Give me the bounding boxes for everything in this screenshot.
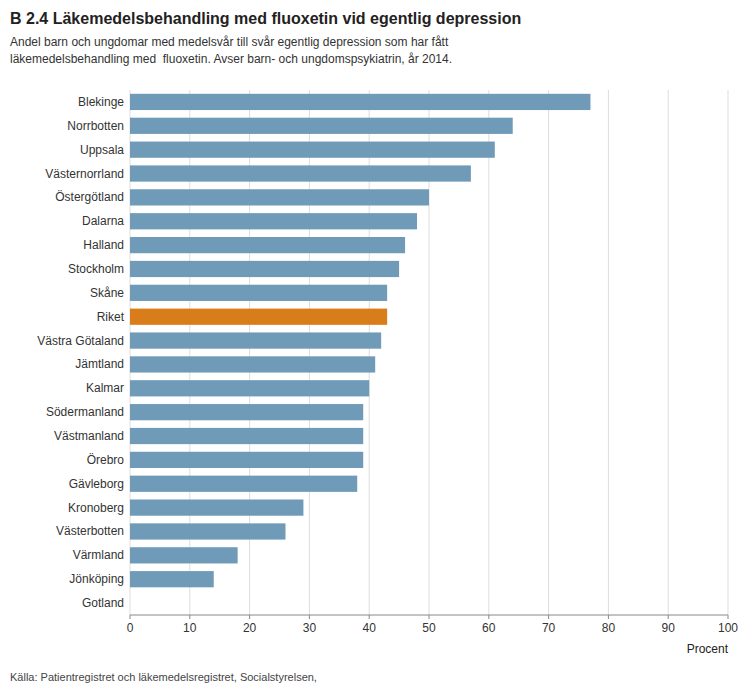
bar xyxy=(130,118,513,134)
category-label: Västmanland xyxy=(54,429,124,443)
category-label: Östergötland xyxy=(55,190,124,204)
tick-mark xyxy=(728,615,729,619)
bar xyxy=(130,261,399,277)
category-label: Jönköping xyxy=(69,572,124,586)
bar xyxy=(130,237,405,253)
tick-label: 10 xyxy=(183,621,197,635)
tick-mark xyxy=(249,615,250,619)
category-label: Kalmar xyxy=(86,381,124,395)
tick-label: 70 xyxy=(542,621,556,635)
category-label: Dalarna xyxy=(82,214,124,228)
tick-label: 90 xyxy=(662,621,676,635)
category-label: Gotland xyxy=(82,596,124,610)
category-label: Stockholm xyxy=(68,262,124,276)
category-label: Västerbotten xyxy=(56,524,124,538)
category-label: Norrbotten xyxy=(67,119,124,133)
plot-area xyxy=(130,90,728,615)
bar xyxy=(130,332,381,348)
bar xyxy=(130,309,387,325)
tick-label: 80 xyxy=(602,621,616,635)
tick-mark xyxy=(488,615,489,619)
category-label: Västra Götaland xyxy=(37,334,124,348)
bar xyxy=(130,523,285,539)
bar xyxy=(130,595,131,611)
bar xyxy=(130,404,363,420)
bar xyxy=(130,476,357,492)
tick-mark xyxy=(369,615,370,619)
tick-label: 30 xyxy=(303,621,317,635)
category-label: Blekinge xyxy=(78,95,124,109)
title: B 2.4 Läkemedelsbehandling med fluoxetin… xyxy=(10,10,521,27)
x-axis-line xyxy=(130,615,728,616)
tick-mark xyxy=(668,615,669,619)
tick-label: 0 xyxy=(127,621,134,635)
bar xyxy=(130,213,417,229)
category-label: Örebro xyxy=(87,453,125,467)
category-label: Riket xyxy=(97,310,125,324)
category-label: Jämtland xyxy=(75,357,124,371)
grid-line xyxy=(608,90,609,615)
tick-mark xyxy=(608,615,609,619)
tick-mark xyxy=(309,615,310,619)
grid-line xyxy=(668,90,669,615)
category-label: Halland xyxy=(83,238,124,252)
bar xyxy=(130,189,429,205)
tick-label: 60 xyxy=(482,621,496,635)
x-axis-label: Procent xyxy=(687,642,729,656)
source: Källa: Patientregistret och läkemedelsre… xyxy=(10,671,317,683)
category-label: Skåne xyxy=(90,286,124,300)
category-label: Kronoberg xyxy=(68,501,124,515)
bar xyxy=(130,94,590,110)
bar xyxy=(130,571,214,587)
subtitle: Andel barn och ungdomar med medelsvår ti… xyxy=(10,35,452,66)
bar xyxy=(130,428,363,444)
grid-line xyxy=(488,90,489,615)
bars xyxy=(130,94,590,588)
category-label: Uppsala xyxy=(80,143,124,157)
grid-line xyxy=(728,90,729,615)
category-label: Gävleborg xyxy=(69,477,124,491)
bar xyxy=(130,452,363,468)
category-label: Västernorrland xyxy=(45,167,124,181)
chart: B 2.4 Läkemedelsbehandling med fluoxetin… xyxy=(0,0,752,693)
bar xyxy=(130,380,369,396)
bar xyxy=(130,142,495,158)
tick-label: 50 xyxy=(422,621,436,635)
grid-line xyxy=(548,90,549,615)
bar xyxy=(130,547,238,563)
bar xyxy=(130,165,471,181)
category-label: Värmland xyxy=(73,548,124,562)
tick-label: 40 xyxy=(363,621,377,635)
bar xyxy=(130,356,375,372)
tick-mark xyxy=(548,615,549,619)
category-label: Södermanland xyxy=(46,405,124,419)
bar xyxy=(130,285,387,301)
tick-mark xyxy=(130,615,131,619)
tick-label: 20 xyxy=(243,621,257,635)
tick-label: 100 xyxy=(718,621,738,635)
grid xyxy=(130,90,728,615)
tick-mark xyxy=(429,615,430,619)
bar xyxy=(130,500,303,516)
tick-mark xyxy=(189,615,190,619)
